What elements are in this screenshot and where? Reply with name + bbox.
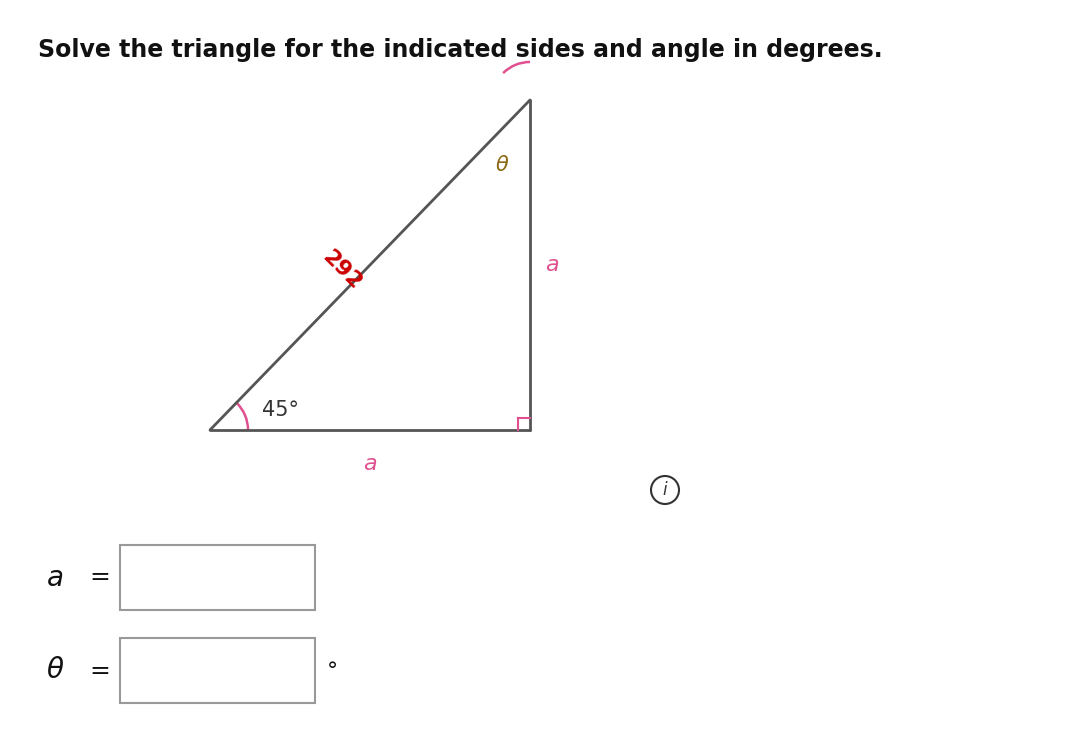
Text: a: a [545,255,558,275]
Text: 45°: 45° [262,400,299,420]
Text: 292: 292 [319,246,365,294]
Text: i: i [663,481,667,499]
Text: Solve the triangle for the indicated sides and angle in degrees.: Solve the triangle for the indicated sid… [38,38,883,62]
Text: a: a [46,564,64,591]
Bar [120,638,315,703]
Text: a: a [363,454,377,474]
Text: θ: θ [46,657,64,685]
Text: =: = [89,658,110,683]
Text: θ: θ [496,155,509,175]
Text: °: ° [327,661,338,680]
Bar [120,545,315,610]
Text: =: = [89,565,110,590]
